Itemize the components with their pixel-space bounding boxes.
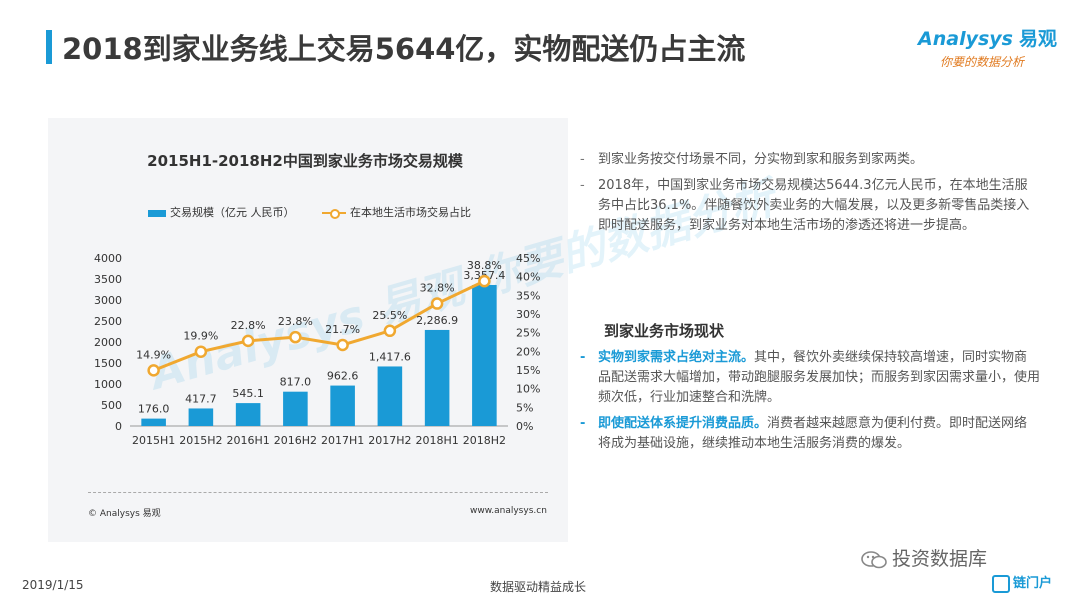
status-bullet: - 实物到家需求占绝对主流。其中，餐饮外卖继续保持较高增速，同时实物商品配送需求大… bbox=[580, 350, 1041, 405]
legend-line-label: 在本地生活市场交易占比 bbox=[350, 206, 471, 219]
y-left-tick-label: 3500 bbox=[94, 273, 122, 286]
x-tick-label: 2016H1 bbox=[226, 434, 269, 447]
bar-value-label: 545.1 bbox=[232, 387, 264, 400]
bar bbox=[141, 418, 166, 426]
y-right-tick-label: 20% bbox=[516, 345, 540, 358]
source-divider bbox=[88, 492, 548, 493]
bar-value-label: 817.0 bbox=[280, 376, 312, 389]
x-tick-label: 2015H1 bbox=[132, 434, 175, 447]
x-tick-label: 2016H2 bbox=[274, 434, 317, 447]
bar bbox=[235, 403, 261, 426]
status-highlight: 实物到家需求占绝对主流。 bbox=[598, 350, 755, 365]
chart-legend: 交易规模（亿元 人民币） 在本地生活市场交易占比 bbox=[148, 204, 471, 220]
y-right-tick-label: 30% bbox=[516, 308, 540, 321]
wechat-name: 投资数据库 bbox=[892, 548, 988, 570]
y-left-tick-label: 4000 bbox=[94, 252, 122, 265]
y-right-tick-label: 35% bbox=[516, 289, 540, 302]
share-value-label: 23.8% bbox=[278, 315, 313, 328]
x-tick-label: 2018H2 bbox=[463, 434, 506, 447]
logo-tagline: 你要的数据分析 bbox=[940, 55, 1025, 69]
bar bbox=[283, 391, 308, 426]
wechat-account: 投资数据库 bbox=[860, 544, 987, 571]
badge-icon bbox=[992, 574, 1010, 593]
y-left-tick-label: 0 bbox=[115, 420, 122, 433]
y-right-tick-label: 40% bbox=[516, 271, 540, 284]
share-value-label: 14.9% bbox=[136, 348, 171, 361]
bar-value-label: 176.0 bbox=[138, 403, 170, 416]
y-left-tick-label: 1000 bbox=[94, 378, 122, 391]
summary-bullet: -2018年，中国到家业务市场交易规模达5644.3亿元人民币，在本地生活服务中… bbox=[580, 178, 1030, 233]
footer-slogan: 数据驱动精益成长 bbox=[490, 580, 587, 594]
y-left-tick-label: 2000 bbox=[94, 336, 122, 349]
bar-value-label: 1,417.6 bbox=[369, 350, 411, 363]
y-right-tick-label: 0% bbox=[516, 420, 533, 433]
bar bbox=[472, 284, 497, 426]
summary-bullets: - 到家业务按交付场景不同，分实物到家和服务到家两类。 -2018年，中国到家业务… bbox=[580, 150, 1040, 242]
x-tick-label: 2017H2 bbox=[368, 434, 411, 447]
footer-date: 2019/1/15 bbox=[22, 578, 84, 592]
share-value-label: 32.8% bbox=[420, 282, 455, 295]
analysys-logo: Analysys 易观 你要的数据分析 bbox=[918, 24, 1058, 74]
share-value-label: 19.9% bbox=[183, 330, 218, 343]
share-point bbox=[147, 364, 160, 377]
y-left-tick-label: 3000 bbox=[94, 294, 122, 307]
share-point bbox=[383, 324, 397, 338]
bar bbox=[188, 408, 214, 426]
bar bbox=[330, 385, 355, 426]
share-line bbox=[153, 279, 486, 372]
section-heading: 到家业务市场现状 bbox=[604, 322, 725, 340]
share-value-label: 38.8% bbox=[467, 259, 502, 272]
title-accent-bar bbox=[46, 30, 52, 64]
share-point bbox=[430, 297, 444, 310]
legend-bar-label: 交易规模（亿元 人民币） bbox=[170, 206, 295, 219]
bar bbox=[424, 329, 450, 426]
status-highlight: 即使配送体系提升消费品质。 bbox=[598, 416, 768, 431]
chart-copyright: © Analysys 易观 bbox=[88, 509, 161, 519]
bar bbox=[377, 366, 403, 426]
y-left-tick-label: 2500 bbox=[94, 315, 122, 328]
wechat-icon bbox=[861, 550, 887, 568]
chart-source-url: www.analysys.cn bbox=[470, 506, 547, 516]
status-bullets: - 实物到家需求占绝对主流。其中，餐饮外卖继续保持较高增速，同时实物商品配送需求大… bbox=[580, 348, 1040, 460]
share-point bbox=[336, 338, 349, 352]
legend-bar-swatch bbox=[148, 209, 166, 217]
bar-value-label: 2,286.9 bbox=[416, 314, 458, 327]
share-value-label: 25.5% bbox=[372, 309, 407, 322]
page-title: 2018到家业务线上交易5644亿，实物配送仍占主流 bbox=[62, 32, 746, 66]
y-left-tick-label: 1500 bbox=[94, 357, 122, 370]
combo-chart: 0 500 1000 1500 2000 2500 3000 3500 4000 0% 5% 10% 1… bbox=[94, 252, 540, 447]
x-tick-label: 2017H1 bbox=[321, 434, 364, 447]
logo-brand-cn: 易观 bbox=[1018, 28, 1057, 50]
chart-title: 2015H1-2018H2中国到家业务市场交易规模 bbox=[147, 152, 463, 170]
share-point bbox=[289, 330, 302, 344]
y-right-tick-label: 10% bbox=[516, 383, 540, 396]
y-right-tick-label: 15% bbox=[516, 364, 540, 377]
y-left-tick-label: 500 bbox=[101, 399, 122, 412]
legend-line-swatch bbox=[322, 208, 346, 219]
share-point bbox=[478, 274, 491, 288]
share-point bbox=[194, 345, 208, 358]
y-right-tick-label: 25% bbox=[516, 327, 540, 340]
status-bullet: - 即使配送体系提升消费品质。消费者越来越愿意为便利付费。即时配送网络将成为基础设… bbox=[580, 416, 1028, 451]
y-right-tick-label: 45% bbox=[516, 252, 540, 265]
share-point bbox=[241, 334, 255, 348]
share-value-label: 22.8% bbox=[231, 319, 266, 332]
summary-bullet: - 到家业务按交付场景不同，分实物到家和服务到家两类。 bbox=[580, 152, 924, 167]
y-right-tick-label: 5% bbox=[516, 401, 533, 414]
x-tick-label: 2018H1 bbox=[415, 434, 458, 447]
x-tick-label: 2015H2 bbox=[179, 434, 222, 447]
bar-value-label: 417.7 bbox=[185, 392, 217, 405]
logo-brand: nalysys bbox=[932, 28, 1013, 50]
logo-a-glyph: A bbox=[918, 28, 933, 50]
share-value-label: 21.7% bbox=[325, 323, 360, 336]
site-badge: 链门户 bbox=[992, 572, 1052, 593]
bar-value-label: 962.6 bbox=[327, 370, 359, 383]
